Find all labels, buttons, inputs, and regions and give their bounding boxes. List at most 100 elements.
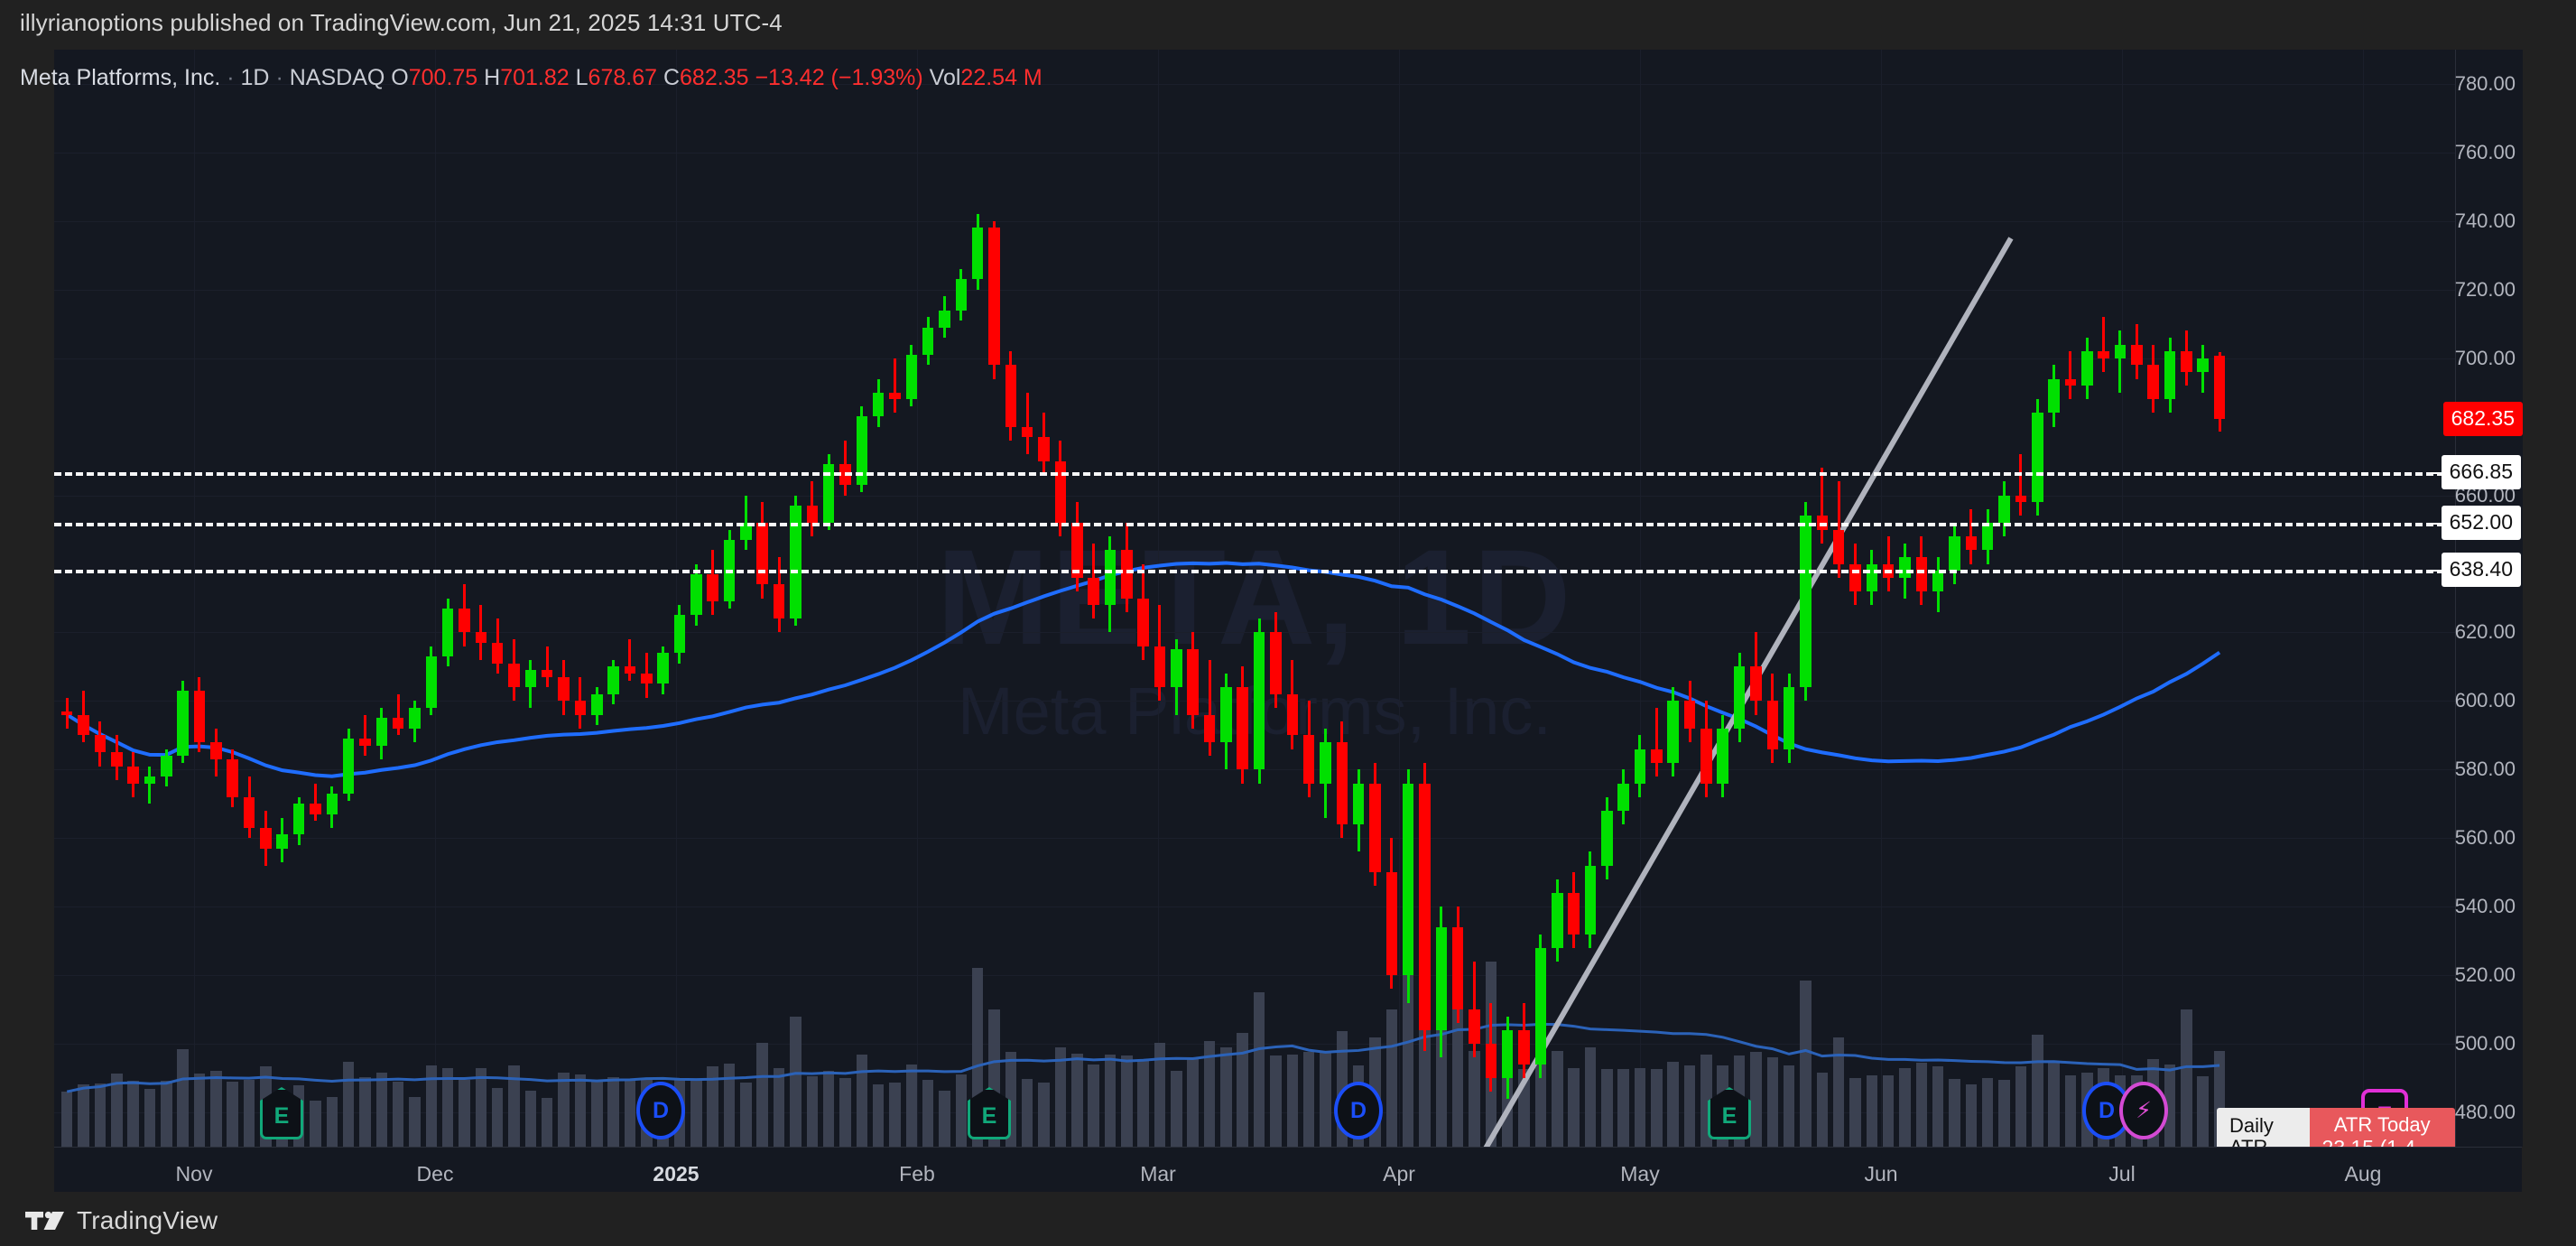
volume-bar [459,1079,470,1147]
volume-bar [1634,1068,1646,1147]
legend-symbol-name[interactable]: Meta Platforms, Inc. [20,65,221,90]
volume-bar [1932,1066,1944,1147]
price-axis-tick: 480.00 [2454,1101,2516,1124]
volume-bar [1237,1032,1248,1147]
price-level-tag[interactable]: 638.40 [2430,552,2521,587]
volume-bar [144,1088,156,1147]
candle [111,50,123,1147]
candle [310,50,321,1147]
volume-bar [1965,1083,1978,1147]
candle [624,50,636,1147]
earnings-marker[interactable]: E [968,1087,1011,1139]
candle [1253,50,1265,1147]
candle [641,50,653,1147]
volume-bar [94,1083,107,1147]
candle [2048,50,2060,1147]
volume-bar [1617,1068,1629,1147]
tradingview-logo[interactable]: TradingView [25,1206,218,1235]
candle [773,50,785,1147]
volume-bar [2197,1076,2209,1147]
volume-bar [326,1096,338,1147]
candle [78,50,89,1147]
volume-bar [1320,1050,1331,1147]
dividend-marker[interactable]: D [1334,1082,1383,1139]
tradingview-logo-icon [25,1208,65,1233]
candle [1419,50,1431,1147]
volume-bar [2064,1075,2077,1147]
price-level-line[interactable] [54,569,2455,573]
candle [1270,50,1282,1147]
volume-bar [839,1078,851,1147]
price-axis[interactable]: 780.00 760.00 740.00 720.00 700.00 660.00 620.… [2430,50,2523,1147]
split-marker[interactable]: ⚡ [2119,1082,2168,1139]
earnings-marker[interactable]: E [1708,1087,1751,1139]
volume-bar [1882,1075,1895,1147]
candle [1203,50,1216,1147]
grid-line-horizontal [54,769,2455,771]
candle [922,50,934,1147]
candle [1899,50,1911,1147]
volume-bar [1832,1037,1845,1147]
candle [1932,50,1944,1147]
price-level-tag[interactable]: 666.85 [2430,454,2521,489]
candle [1469,50,1480,1147]
time-axis-tick: Feb [899,1162,935,1186]
volume-bar [1054,1046,1067,1147]
symbol-legend[interactable]: Meta Platforms, Inc. · 1D · NASDAQ O700.… [20,65,1042,91]
volume-bar [524,1090,537,1147]
dividend-marker[interactable]: D [636,1082,685,1139]
candle [1302,50,1315,1147]
candle [971,50,984,1147]
candle [1369,50,1381,1147]
volume-bar [508,1065,520,1147]
candle [1982,50,1994,1147]
candle [673,50,686,1147]
volume-bar [690,1081,702,1147]
candle [1320,50,1331,1147]
volume-bar [1402,967,1414,1147]
candle [1601,50,1613,1147]
grid-line-vertical [2122,50,2123,1147]
volume-bar [574,1074,587,1147]
volume-bar [1750,1052,1762,1147]
volume-bar [1022,1079,1033,1147]
legend-volume-value: 22.54 M [960,65,1042,90]
candle [1352,50,1365,1147]
volume-bar [1849,1077,1861,1147]
candle [1137,50,1149,1147]
candle [1171,50,1182,1147]
candle [1220,50,1232,1147]
volume-bar [1038,1082,1050,1147]
candle [1518,50,1530,1147]
candle [1005,50,1017,1147]
volume-bar [375,1072,388,1147]
volume-bar [127,1080,139,1147]
volume-bar [1866,1075,1878,1147]
candle [342,50,355,1147]
candle [955,50,968,1147]
price-level-tag[interactable]: 652.00 [2430,505,2521,540]
atr-today-title: ATR Today [2333,1113,2431,1136]
candle [790,50,802,1147]
candle [1104,50,1117,1147]
legend-interval[interactable]: 1D [240,65,270,90]
candle [1683,50,1696,1147]
price-axis-tick: 700.00 [2454,346,2516,369]
price-level-line[interactable] [54,522,2455,526]
atr-indicator-box[interactable]: Daily ATR 16.39 ATR Today 23.15 (1.4 ATR… [2217,1108,2455,1147]
candle [144,50,156,1147]
volume-bar [939,1090,950,1147]
price-axis-tick: 520.00 [2454,963,2516,987]
grid-line-horizontal [54,975,2455,977]
candle [756,50,768,1147]
time-axis-tick: Aug [2344,1162,2382,1186]
volume-bar [1302,1051,1315,1147]
price-level-line[interactable] [54,471,2455,476]
earnings-marker[interactable]: E [260,1087,303,1139]
time-axis[interactable]: Nov Dec 2025 Feb Mar Apr May Jun Jul Aug [54,1147,2522,1193]
volume-bar [61,1092,73,1147]
candle [1071,50,1083,1147]
